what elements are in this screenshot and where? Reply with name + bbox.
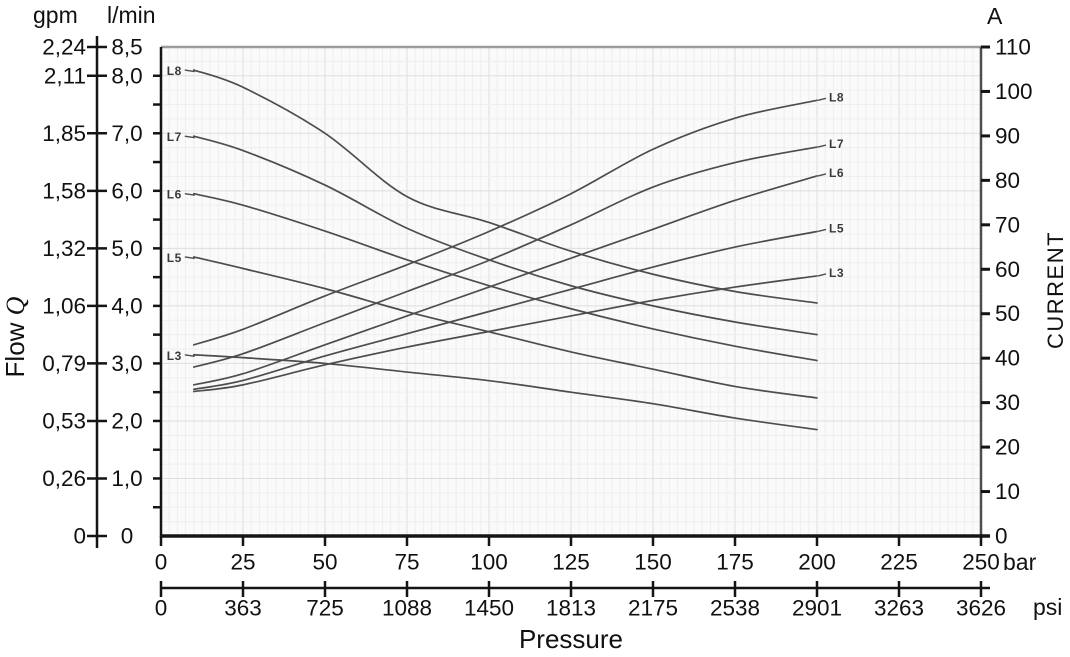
gpm-tick-label: 0,53 — [42, 408, 86, 433]
flow-minor-ticks — [153, 74, 161, 509]
x-axis-unit-bar: bar — [1003, 549, 1037, 575]
current-tick-label: 90 — [995, 123, 1020, 148]
curve-flow-L6 — [192, 192, 818, 362]
psi-tick-label: 363 — [224, 596, 262, 621]
current-tick-label: 70 — [995, 212, 1020, 237]
current-tick-label: 100 — [995, 79, 1033, 104]
left-axis-title-symbol: Q — [1, 296, 30, 316]
current-tick-label: 20 — [995, 435, 1020, 460]
curve-label-current-L8: L8 — [829, 90, 844, 104]
current-tick-label: 110 — [995, 35, 1031, 60]
bar-tick-label: 100 — [470, 550, 508, 575]
current-tick-label: 60 — [995, 257, 1020, 282]
bar-tick-label: 0 — [155, 550, 168, 575]
curve-label-current-L6: L6 — [829, 166, 844, 180]
curve-current-L5 — [192, 230, 818, 391]
current-tick-label: 50 — [995, 301, 1020, 326]
lmin-tick-label: 8,0 — [111, 63, 142, 88]
curve-label-flow-L6: L6 — [167, 188, 182, 202]
left-axis-unit-lmin: l/min — [107, 2, 156, 28]
bar-tick-label: 125 — [552, 550, 590, 575]
curve-label-current-L5: L5 — [829, 221, 844, 235]
right-axis-title: CURRENT — [1043, 230, 1068, 350]
current-tick-label: 30 — [995, 390, 1020, 415]
bar-tick-label: 175 — [716, 550, 754, 575]
current-tick-label: 0 — [995, 524, 1008, 549]
psi-tick-label: 3263 — [874, 596, 924, 621]
lmin-tick-label: 2,0 — [111, 408, 142, 433]
bar-tick-label: 200 — [798, 550, 836, 575]
curves: L8 L7 L6 L5 L3 L8 L7 L6 L5 L3 — [167, 64, 844, 431]
left-axis-unit-gpm: gpm — [33, 2, 78, 28]
gpm-tick-label: 2,11 — [44, 63, 86, 88]
curve-label-current-L3: L3 — [829, 266, 844, 280]
curve-label-flow-L7: L7 — [167, 130, 182, 144]
psi-tick-label: 2901 — [792, 596, 842, 621]
psi-tick-label: 3626 — [956, 596, 1006, 621]
grid — [161, 47, 981, 536]
lmin-tick-label: 3,0 — [111, 351, 142, 376]
bar-tick-label: 150 — [634, 550, 672, 575]
psi-axis: 0 363 725 1088 1450 1813 2175 2538 2901 3263 3626 — [155, 581, 1006, 621]
left-axis-title: Flow Q — [0, 267, 30, 407]
lmin-tick-label: 7,0 — [111, 121, 142, 146]
bar-tick-label: 75 — [394, 550, 419, 575]
lmin-tick-label: 0 — [121, 524, 134, 549]
psi-tick-label: 1813 — [546, 596, 596, 621]
psi-tick-label: 1450 — [464, 596, 514, 621]
lmin-tick-label: 5,0 — [111, 236, 142, 261]
curve-current-L8 — [192, 99, 818, 346]
bar-tick-label: 25 — [230, 550, 255, 575]
lmin-tick-label: 4,0 — [111, 293, 142, 318]
curve-label-flow-L3: L3 — [167, 349, 182, 363]
gpm-tick-label: 1,32 — [42, 236, 86, 261]
gpm-tick-label: 1,58 — [42, 178, 86, 203]
curve-flow-L8 — [192, 69, 818, 304]
current-tick-label: 40 — [995, 346, 1020, 371]
bar-tick-label: 50 — [312, 550, 337, 575]
curve-label-flow-L5: L5 — [167, 251, 182, 265]
gpm-tick-label: 0,26 — [42, 466, 86, 491]
lmin-tick-label: 8,5 — [111, 35, 142, 60]
x-axis-unit-psi: psi — [1033, 594, 1063, 620]
psi-tick-label: 1088 — [382, 596, 432, 621]
gpm-tick-label: 0,79 — [42, 351, 86, 376]
curve-current-L6 — [192, 175, 818, 386]
flow-axis: 2,24 8,5 2,11 8,0 1,85 7,0 1,58 6,0 1,32 5,0 1,06 4… — [42, 35, 142, 549]
bar-axis: 0 25 50 75 100 125 150 175 200 225 250 — [155, 536, 1000, 575]
x-axis-title: Pressure — [518, 624, 624, 654]
left-axis-title-word: Flow — [0, 322, 30, 378]
current-tick-label: 10 — [995, 479, 1020, 504]
psi-tick-label: 0 — [155, 596, 168, 621]
curve-flow-L3 — [192, 353, 818, 431]
curve-current-L3 — [192, 275, 818, 393]
current-tick-label: 80 — [995, 168, 1020, 193]
gpm-tick-label: 0 — [73, 524, 86, 549]
psi-tick-label: 725 — [306, 596, 344, 621]
psi-tick-label: 2175 — [628, 596, 678, 621]
curve-label-flow-L8: L8 — [167, 64, 182, 78]
curve-current-L7 — [192, 146, 818, 368]
gpm-tick-label: 1,06 — [42, 293, 86, 318]
bar-tick-label: 225 — [880, 550, 918, 575]
psi-tick-label: 2538 — [710, 596, 760, 621]
gpm-tick-label: 2,24 — [42, 35, 86, 60]
lmin-tick-label: 1,0 — [111, 466, 142, 491]
plot-border — [159, 45, 990, 538]
curve-label-current-L7: L7 — [829, 137, 844, 151]
gpm-tick-label: 1,85 — [42, 121, 86, 146]
bar-tick-label: 250 — [962, 550, 1000, 575]
right-axis-unit-amp: A — [987, 3, 1003, 29]
lmin-tick-label: 6,0 — [111, 178, 142, 203]
